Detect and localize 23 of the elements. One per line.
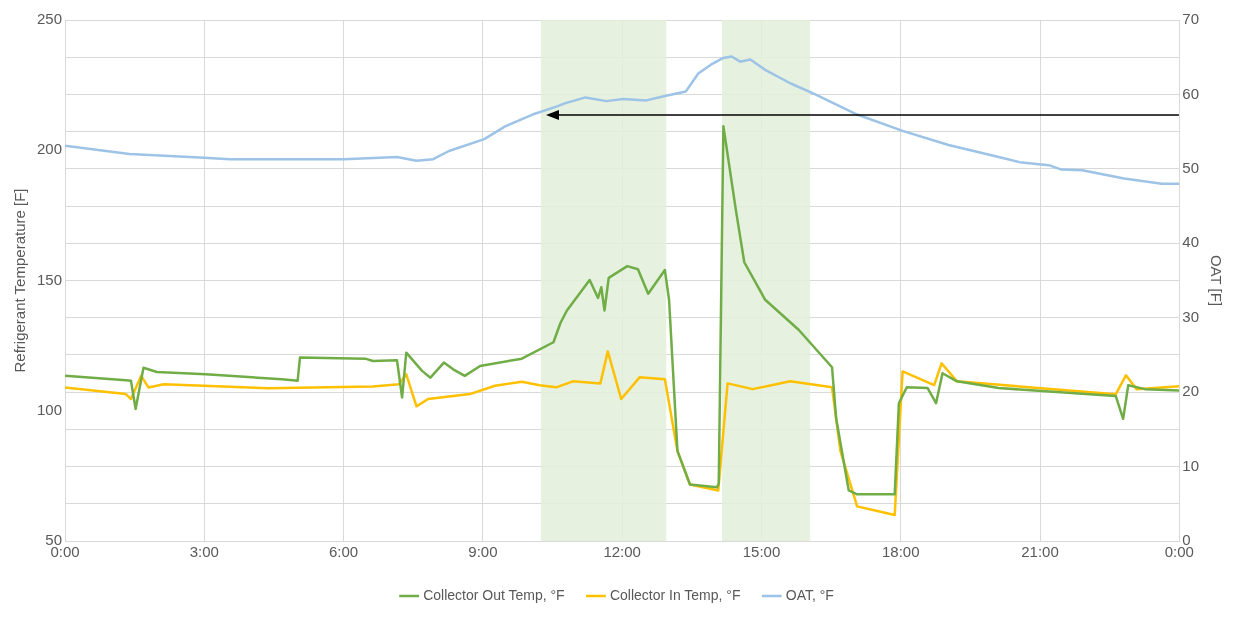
legend-label: Collector In Temp, °F xyxy=(609,586,741,603)
y-axis-title: Refrigerant Temperature [F] xyxy=(11,188,29,373)
y2-tick-label: 70 xyxy=(1182,10,1199,28)
y2-tick-label: 30 xyxy=(1182,307,1199,325)
y2-tick-label: 20 xyxy=(1182,382,1199,400)
y2-tick-label: 40 xyxy=(1182,233,1199,251)
x-tick-label: 3:00 xyxy=(189,543,219,561)
x-tick-label: 12:00 xyxy=(603,543,641,561)
x-tick-label: 9:00 xyxy=(468,543,498,561)
legend-label: OAT, °F xyxy=(785,586,834,603)
legend-label: Collector Out Temp, °F xyxy=(423,586,565,603)
x-tick-label: 6:00 xyxy=(329,543,359,561)
x-tick-label: 21:00 xyxy=(1021,543,1059,561)
y2-tick-label: 10 xyxy=(1182,456,1199,474)
y2-tick-label: 50 xyxy=(1182,159,1199,176)
x-tick-label: 15:00 xyxy=(742,543,781,561)
y2-axis-title: OAT [F] xyxy=(1207,254,1225,307)
x-tick-label: 18:00 xyxy=(881,543,920,561)
y-tick-label: 100 xyxy=(37,400,63,418)
y-tick-label: 200 xyxy=(37,140,63,158)
y2-tick-label: 60 xyxy=(1182,84,1199,102)
y-tick-label: 150 xyxy=(37,270,63,288)
y-tick-label: 250 xyxy=(37,10,63,28)
